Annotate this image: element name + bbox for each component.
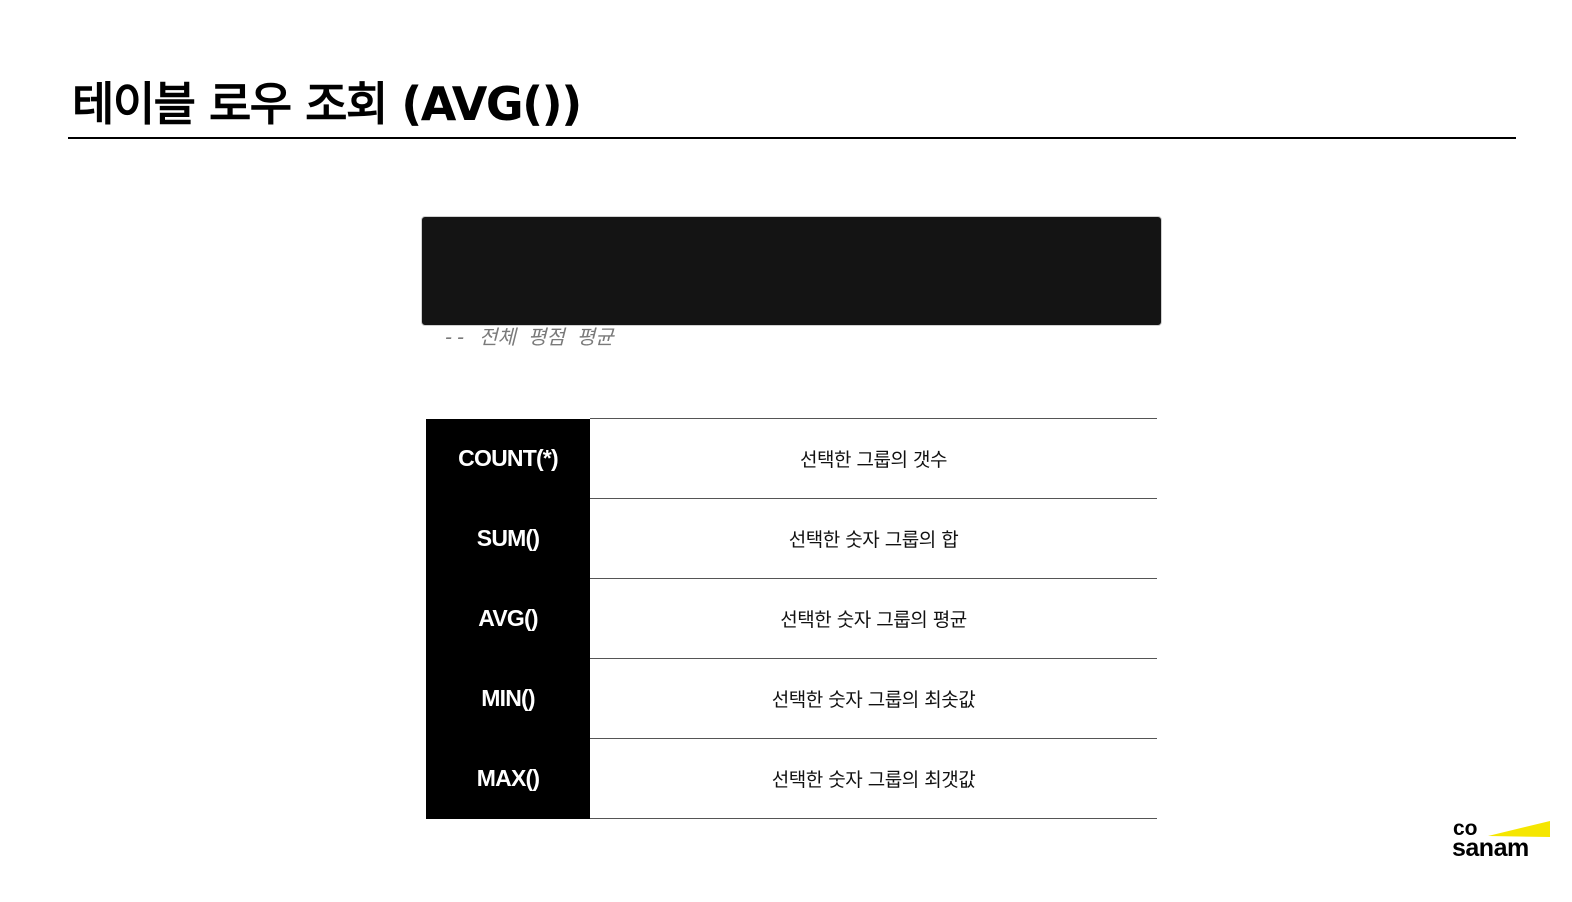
function-name-cell: MIN() [426,658,590,739]
function-name-cell: COUNT(*) [426,418,590,499]
function-name-cell: SUM() [426,498,590,579]
table-row: SUM() 선택한 숫자 그룹의 합 [426,498,1157,579]
function-name-cell: MAX() [426,738,590,819]
cosanam-logo: co sanam [1452,818,1552,862]
title-divider [68,137,1516,139]
page-title: 테이블 로우 조회 (AVG()) [72,77,582,131]
table-row: MAX() 선택한 숫자 그룹의 최갯값 [426,738,1157,819]
function-description-cell: 선택한 숫자 그룹의 평균 [590,578,1157,659]
code-comment: -- 전체 평점 평균 [443,325,614,349]
function-description-cell: 선택한 숫자 그룹의 합 [590,498,1157,579]
logo-accent-shape [1488,821,1550,837]
function-name-cell: AVG() [426,578,590,659]
aggregate-functions-table: COUNT(*) 선택한 그룹의 갯수 SUM() 선택한 숫자 그룹의 합 A… [426,418,1157,819]
table-row: COUNT(*) 선택한 그룹의 갯수 [426,418,1157,499]
code-block: -- 전체 평점 평균 SELECT AVG(rating) as avg_ra… [421,216,1162,497]
table-row: MIN() 선택한 숫자 그룹의 최솟값 [426,658,1157,739]
logo-accent-polygon [1488,821,1550,837]
logo-text-co: co [1453,817,1478,840]
function-description-cell: 선택한 그룹의 갯수 [590,418,1157,499]
table-row: AVG() 선택한 숫자 그룹의 평균 [426,578,1157,659]
logo-text-sanam: sanam [1452,834,1529,862]
function-description-cell: 선택한 숫자 그룹의 최갯값 [590,738,1157,819]
function-description-cell: 선택한 숫자 그룹의 최솟값 [590,658,1157,739]
